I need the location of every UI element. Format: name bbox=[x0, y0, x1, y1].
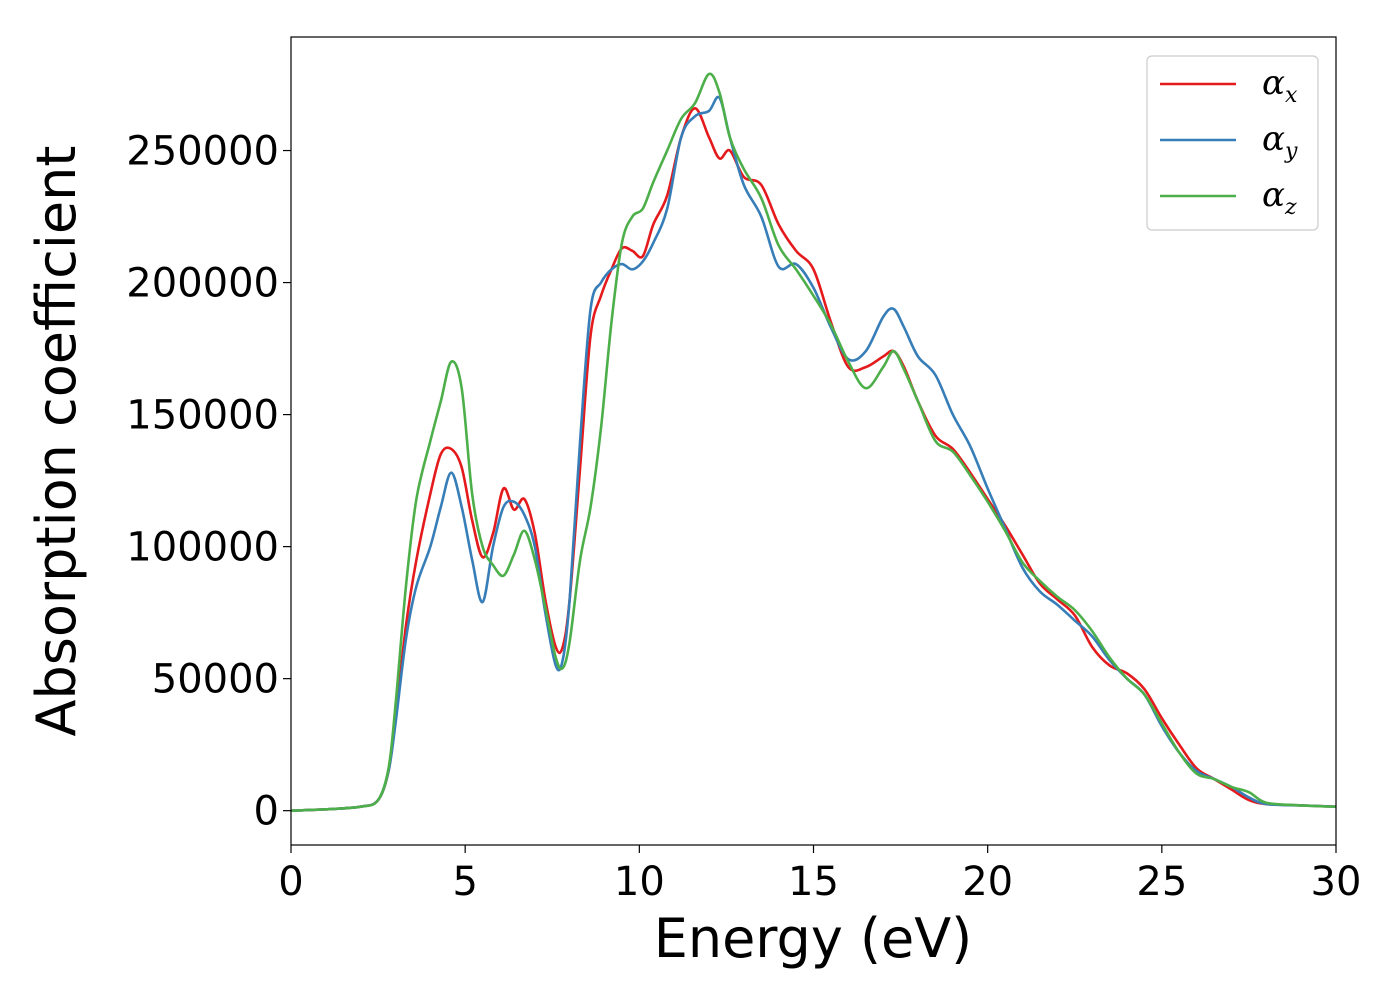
legend-label-subscript: y bbox=[1284, 139, 1298, 164]
legend-label-subscript: z bbox=[1284, 195, 1297, 220]
legend-label-alpha-z: αz bbox=[1262, 175, 1297, 220]
y-tick-label: 0 bbox=[254, 789, 279, 835]
legend-label-alpha-y: αy bbox=[1262, 119, 1298, 164]
legend-label-symbol: α bbox=[1262, 119, 1285, 159]
legend-label-symbol: α bbox=[1262, 175, 1285, 215]
series-line-alpha-y bbox=[290, 95, 1337, 812]
x-tick-label: 5 bbox=[452, 859, 477, 905]
series-line-alpha-z bbox=[290, 72, 1337, 812]
plot-frame bbox=[290, 36, 1337, 846]
legend-label-symbol: α bbox=[1262, 63, 1285, 103]
x-tick-label: 15 bbox=[788, 859, 839, 905]
x-axis-title: Energy (eV) bbox=[654, 907, 973, 970]
x-tick-label: 20 bbox=[962, 859, 1013, 905]
y-tick-label: 100000 bbox=[126, 525, 279, 571]
series-layer bbox=[290, 72, 1337, 812]
y-tick-label: 250000 bbox=[126, 129, 279, 175]
y-tick-label: 200000 bbox=[126, 261, 279, 307]
y-tick-label: 150000 bbox=[126, 393, 279, 439]
series-line-alpha-x bbox=[290, 106, 1337, 812]
tick-layer: 0 5 10 15 20 25 30 0 50000 100000 150000 200000 2500… bbox=[126, 129, 1361, 905]
x-tick-label: 0 bbox=[278, 859, 303, 905]
y-tick-label: 50000 bbox=[152, 657, 279, 703]
x-tick-label: 10 bbox=[614, 859, 665, 905]
legend-label-alpha-x: αx bbox=[1262, 63, 1298, 108]
legend-label-subscript: x bbox=[1285, 83, 1298, 108]
legend-box bbox=[1146, 55, 1319, 231]
y-axis-title: Absorption coefficient bbox=[25, 146, 88, 737]
x-tick-label: 30 bbox=[1311, 859, 1362, 905]
x-tick-label: 25 bbox=[1136, 859, 1187, 905]
